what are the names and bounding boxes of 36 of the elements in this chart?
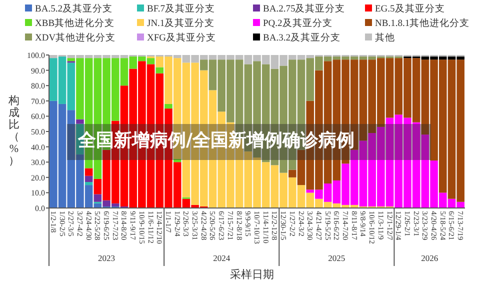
y-tick-label: 10.0	[31, 188, 45, 198]
legend-label: PQ.2及其亚分支	[263, 17, 332, 29]
y-axis-title: 构成比（%）	[8, 95, 20, 167]
bar	[173, 159, 182, 162]
bar	[84, 168, 93, 176]
legend-label: XBB其他进化分支	[35, 17, 115, 29]
legend-label: BA.2.75及其亚分支	[263, 2, 346, 14]
y-tick-label: 40.0	[31, 142, 45, 152]
x-axis-title: 采样日期	[230, 268, 274, 281]
y-tick-label: 20.0	[31, 173, 45, 182]
text: 2023	[98, 253, 116, 263]
legend-label: BA.3.2及其亚分支	[263, 32, 340, 44]
bar	[164, 104, 172, 109]
y-tick-label: 70.0	[31, 96, 45, 106]
legend-label: BA.5.2及其亚分支	[35, 2, 112, 14]
legend-label: NB.1.8.1其他进化分支	[375, 17, 470, 29]
legend-label: JN.1及其亚分支	[147, 17, 215, 29]
y-tick-label: 60.0	[31, 112, 45, 122]
bar	[76, 119, 84, 124]
text: 2024	[213, 253, 231, 263]
y-tick-label: 90.0	[31, 66, 45, 76]
bar	[156, 67, 164, 74]
y-tick-label: 100.0	[27, 51, 45, 60]
legend-label: XFG及其亚分支	[147, 32, 216, 44]
y-tick-label: 50.0	[31, 128, 45, 136]
legend-label: 其他	[375, 32, 395, 44]
text: 2026	[421, 253, 438, 263]
bar	[84, 182, 93, 186]
legend-label: XDV其他进化分支	[35, 32, 116, 44]
y-tick-label: 80.0	[31, 82, 45, 91]
legend-label: BF.7及其亚分支	[147, 2, 215, 14]
text: 2025	[328, 253, 346, 263]
bar	[84, 176, 93, 182]
y-tick-label: 0.0	[35, 204, 45, 213]
y-tick-label: 30.0	[31, 158, 45, 168]
legend-label: EG.5及其亚分支	[375, 2, 445, 14]
